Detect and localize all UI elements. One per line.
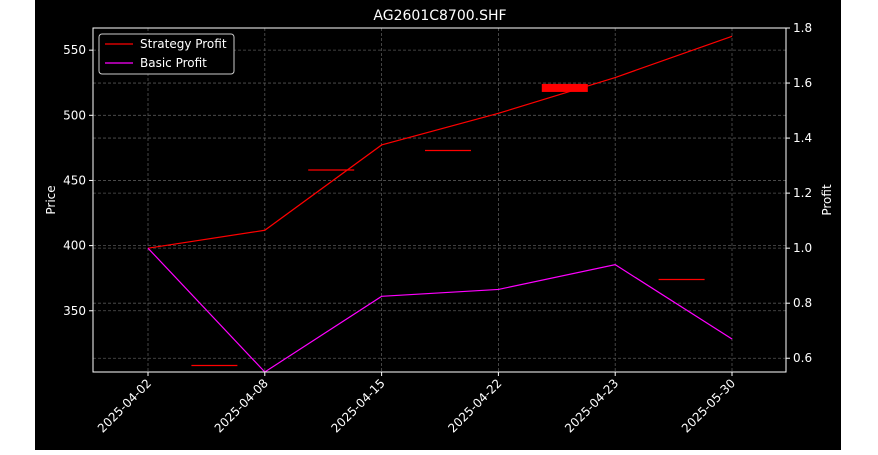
y2-tick-label: 1.8 — [793, 21, 812, 35]
grid-layer — [93, 28, 786, 372]
y2-tick-label: 1.6 — [793, 76, 812, 90]
chart-svg: AG2601C8700.SHF Price Profit 350 400 450 50… — [35, 0, 841, 450]
y-axis-ticks: 350 400 450 500 550 — [63, 43, 93, 318]
x-tick-label: 2025-04-23 — [562, 376, 621, 435]
legend: Strategy Profit Basic Profit — [99, 34, 234, 74]
x-tick-label: 2025-04-02 — [95, 376, 154, 435]
x-tick-label: 2025-04-15 — [329, 376, 388, 435]
legend-label-basic: Basic Profit — [140, 56, 207, 70]
y-tick-label: 550 — [63, 43, 86, 57]
y2-axis-ticks: 0.6 0.8 1.0 1.2 1.4 1.6 1.8 — [786, 21, 812, 365]
y-tick-label: 450 — [63, 173, 86, 187]
strategy-profit-line — [148, 36, 732, 248]
y2-tick-label: 1.4 — [793, 131, 812, 145]
chart-title: AG2601C8700.SHF — [373, 8, 506, 24]
price-marks-layer — [191, 84, 704, 366]
x-tick-label: 2025-04-22 — [445, 376, 504, 435]
series-lines-layer — [148, 36, 732, 372]
x-tick-label: 2025-05-30 — [679, 376, 738, 435]
basic-profit-line — [148, 248, 732, 372]
y2-axis-label: Profit — [820, 184, 834, 216]
x-tick-label: 2025-04-08 — [212, 376, 271, 435]
x-axis-ticks: 2025-04-02 2025-04-08 2025-04-15 2025-04-22… — [95, 372, 738, 435]
y2-tick-label: 1.2 — [793, 186, 812, 200]
chart-figure: AG2601C8700.SHF Price Profit 350 400 450 50… — [35, 0, 841, 450]
plot-frame — [93, 28, 786, 372]
legend-label-strategy: Strategy Profit — [140, 37, 227, 51]
y2-tick-label: 0.6 — [793, 351, 812, 365]
y-tick-label: 350 — [63, 304, 86, 318]
y-tick-label: 400 — [63, 239, 86, 253]
y-axis-label: Price — [44, 185, 58, 214]
y-tick-label: 500 — [63, 108, 86, 122]
y2-tick-label: 1.0 — [793, 241, 812, 255]
y2-tick-label: 0.8 — [793, 296, 812, 310]
